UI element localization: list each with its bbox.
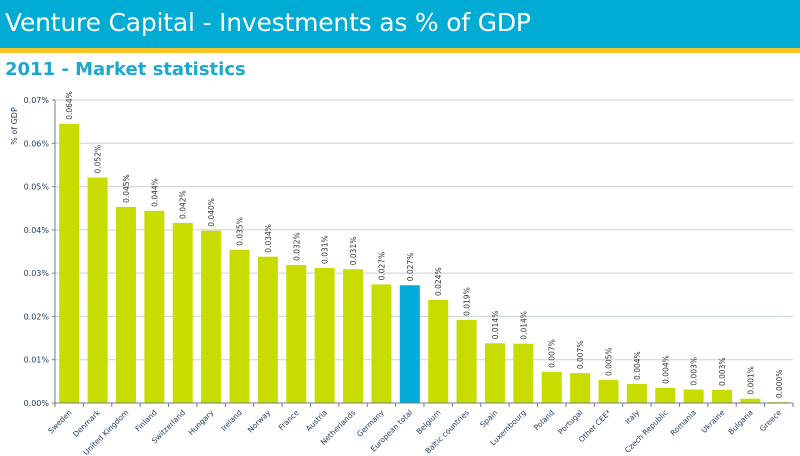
data-label: 0.040% [207,198,216,227]
y-tick-label: 0.06% [24,139,50,148]
data-label: 0.007% [548,339,557,368]
category-label: Greece [758,408,784,434]
category-label: Finland [133,408,158,433]
bar-belgium [428,299,449,403]
page-title: Venture Capital - Investments as % of GD… [5,8,531,37]
bar-other-cee [598,380,619,403]
bar-germany [371,284,392,403]
bar-romania [683,389,704,403]
category-label: Ukraine [700,408,727,435]
bar-united-kingdom [115,206,136,403]
bars [59,123,789,404]
bar-european-total [399,285,420,403]
category-label: Spain [478,408,499,429]
data-label: 0.031% [349,237,358,266]
bar-spain [484,343,505,403]
bar-switzerland [172,222,193,403]
data-label: 0.014% [519,311,528,340]
category-label: Poland [532,408,556,432]
data-label: 0.000% [775,370,784,399]
bar-italy [626,383,647,403]
data-label: 0.024% [434,267,443,296]
data-label: 0.042% [179,190,188,219]
data-label: 0.005% [605,347,614,376]
data-label: 0.014% [491,311,500,340]
y-axis-title: % of GDP [10,107,19,145]
category-label: Italy [623,408,641,426]
y-tick-label: 0.00% [24,399,50,408]
data-label: 0.007% [576,341,585,370]
category-label: Portugal [556,408,584,436]
bar-bulgaria [740,398,761,403]
y-tick-label: 0.07% [24,96,50,105]
data-label: 0.064% [65,91,74,120]
axes [54,100,794,407]
bar-norway [257,256,278,403]
bar-netherlands [343,269,364,403]
data-label: 0.044% [150,178,159,207]
data-label: 0.003% [718,357,727,386]
category-label: Norway [246,408,273,435]
bar-ukraine [712,390,733,403]
bar-finland [144,210,165,403]
bar-portugal [570,373,591,403]
data-label: 0.035% [236,217,245,246]
category-label: Romania [669,408,699,438]
bar-ireland [229,249,250,403]
bar-hungary [201,230,222,403]
bar-austria [314,267,335,403]
bar-luxembourg [513,343,534,403]
y-tick-label: 0.03% [24,269,50,278]
category-label: Bulgaria [726,408,754,436]
bar-baltic-countries [456,319,477,403]
gridlines [55,99,793,361]
category-label: Ireland [219,408,244,433]
category-label: Hungary [187,408,216,437]
y-tick-labels: 0.00% 0.01% 0.02% 0.03% 0.04% 0.05% 0.06% 0.07% [24,96,55,408]
y-tick-label: 0.04% [24,226,50,235]
bar-poland [541,371,562,403]
category-label: France [277,408,301,432]
bar-czech-republic [655,387,676,403]
page-subtitle: 2011 - Market statistics [5,59,246,80]
category-label: Sweden [46,408,73,435]
data-label: 0.027% [406,253,415,282]
bar-france [286,264,307,403]
data-label: 0.027% [377,252,386,281]
header-accent-stripe [0,48,800,53]
data-label: 0.045% [122,174,131,203]
y-tick-label: 0.01% [24,356,50,365]
bar-denmark [87,177,108,403]
data-label: 0.052% [94,145,103,174]
data-label: 0.019% [463,287,472,316]
data-label: 0.003% [690,357,699,386]
header-bar [0,0,800,48]
data-label: 0.034% [264,224,273,253]
category-label: Austria [304,408,329,433]
data-label: 0.004% [633,351,642,380]
data-labels: 0.064% 0.052% 0.045% 0.044% 0.042% 0.040% 0.03… [65,91,784,398]
data-label: 0.031% [321,235,330,264]
y-tick-label: 0.05% [24,183,50,192]
data-label: 0.004% [661,355,670,384]
category-label: Belgium [414,408,442,436]
data-label: 0.032% [292,232,301,261]
data-label: 0.001% [746,366,755,395]
y-tick-label: 0.02% [24,312,50,321]
bar-sweden [59,123,80,404]
